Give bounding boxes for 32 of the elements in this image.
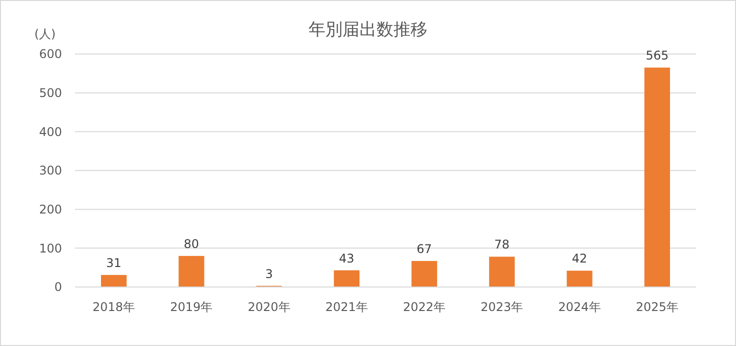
data-label: 43 [339, 251, 354, 266]
y-tick-label: 300 [39, 164, 62, 178]
y-tick-label: 600 [39, 47, 62, 62]
data-label: 565 [646, 48, 669, 63]
bar [178, 256, 204, 287]
data-label: 67 [416, 242, 432, 256]
y-tick-label: 500 [39, 86, 62, 100]
y-tick-label: 200 [39, 202, 62, 217]
chart-title: 年別届出数推移 [308, 20, 428, 40]
data-label: 80 [184, 236, 200, 251]
x-tick-label: 2023年 [480, 300, 524, 314]
data-label: 31 [106, 256, 122, 270]
x-tick-label: 2018年 [92, 300, 136, 314]
x-tick-label: 2021年 [325, 300, 368, 314]
bar [101, 274, 127, 287]
y-tick-label: 400 [39, 124, 62, 139]
y-axis-title: (人) [34, 27, 56, 41]
data-label: 78 [494, 238, 510, 252]
data-label: 3 [265, 266, 273, 281]
bar [412, 260, 438, 287]
bar [566, 270, 592, 287]
bar [644, 68, 670, 287]
x-tick-label: 2024年 [558, 300, 601, 314]
x-tick-label: 2022年 [403, 300, 446, 314]
y-tick-label: 100 [39, 241, 62, 256]
bar [489, 256, 515, 287]
x-tick-label: 2019年 [170, 300, 213, 314]
x-tick-label: 2025年 [636, 300, 678, 314]
x-tick-label: 2020年 [248, 300, 290, 314]
bar [334, 270, 360, 287]
data-label: 42 [572, 252, 588, 266]
y-tick-label: 0 [54, 280, 62, 294]
